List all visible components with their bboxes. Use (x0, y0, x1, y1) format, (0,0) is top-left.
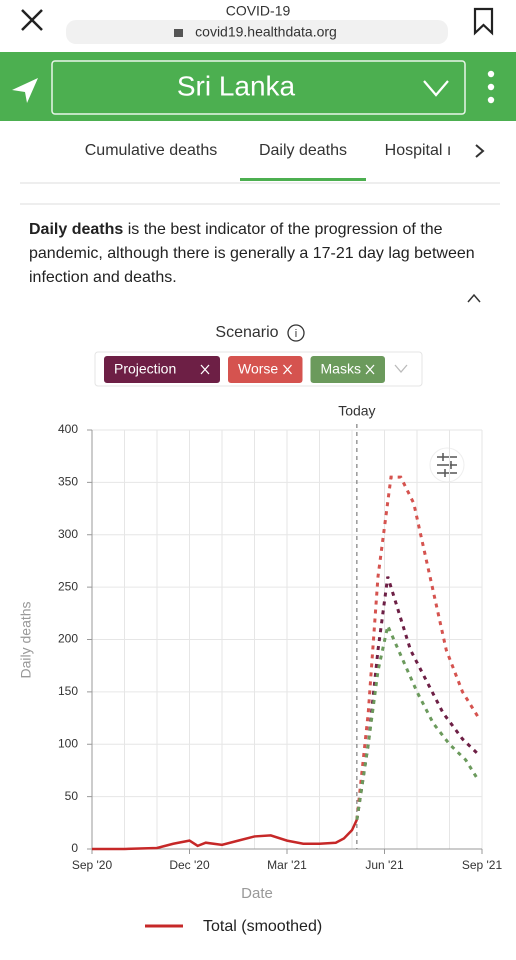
y-tick-label: 150 (58, 684, 78, 698)
series-line (355, 576, 480, 820)
x-tick-label: Dec '20 (169, 858, 210, 872)
y-tick-label: 200 (58, 632, 78, 646)
chip-remove-icon[interactable] (200, 364, 210, 375)
tab-underline (240, 178, 366, 181)
legend-label: Total (smoothed) (203, 918, 322, 935)
x-tick-label: Sep '21 (462, 858, 503, 872)
menu-dot[interactable] (487, 70, 495, 78)
scenario-chip-label: Projection (114, 361, 176, 377)
scenario-label: Scenario (215, 324, 278, 341)
y-tick-label: 300 (58, 527, 78, 541)
info-icon[interactable] (287, 324, 305, 342)
series-line (355, 475, 481, 820)
url: covid19.healthdata.org (195, 24, 337, 40)
description-text: is the best indicator of the progression… (29, 221, 475, 286)
location-icon[interactable] (12, 78, 38, 103)
series-line (355, 621, 481, 820)
x-tick-label: Mar '21 (267, 858, 307, 872)
description: Daily deaths is the best indicator of th… (29, 218, 489, 290)
scenario-chip[interactable] (310, 356, 386, 383)
scenario-chip-label: Masks (321, 361, 361, 377)
tab-active[interactable]: Daily deaths (259, 142, 347, 159)
y-axis-label: Daily deaths (18, 601, 34, 678)
bookmark-icon[interactable] (473, 7, 494, 36)
y-tick-label: 100 (58, 736, 78, 750)
scenario-chip[interactable] (228, 356, 303, 383)
chart-settings-icon[interactable] (437, 453, 457, 477)
tab[interactable]: Cumulative deaths (85, 142, 218, 159)
lock-icon (174, 29, 183, 37)
collapse-icon[interactable] (467, 293, 481, 303)
scenario-chip-label: Worse (238, 361, 278, 377)
description-bold: Daily deaths (29, 221, 124, 238)
menu-dot[interactable] (487, 96, 495, 104)
chip-remove-icon[interactable] (365, 364, 375, 375)
tab[interactable]: Hospital ı (385, 142, 452, 159)
y-tick-label: 350 (58, 475, 78, 489)
url-bar[interactable] (66, 20, 448, 44)
menu-dot[interactable] (487, 83, 495, 91)
x-axis-label: Date (241, 885, 273, 902)
scenario-dropdown[interactable] (394, 364, 408, 373)
y-tick-label: 50 (65, 789, 79, 803)
location-name: Sri Lanka (177, 70, 296, 101)
info-icon-glyph: i (295, 328, 297, 340)
dropdown-icon (423, 80, 449, 97)
x-tick-label: Jun '21 (365, 858, 404, 872)
y-tick-label: 0 (71, 841, 78, 855)
x-tick-label: Sep '20 (72, 858, 113, 872)
today-label: Today (338, 403, 375, 419)
tabs-next[interactable] (475, 144, 485, 158)
series-line (92, 819, 359, 851)
location-select[interactable] (51, 60, 466, 115)
y-tick-label: 250 (58, 579, 78, 593)
scenario-chip[interactable] (104, 356, 220, 383)
page-title: COVID-19 (226, 3, 291, 19)
close-icon[interactable] (21, 9, 43, 31)
y-tick-label: 400 (58, 422, 78, 436)
chip-remove-icon[interactable] (283, 364, 292, 375)
